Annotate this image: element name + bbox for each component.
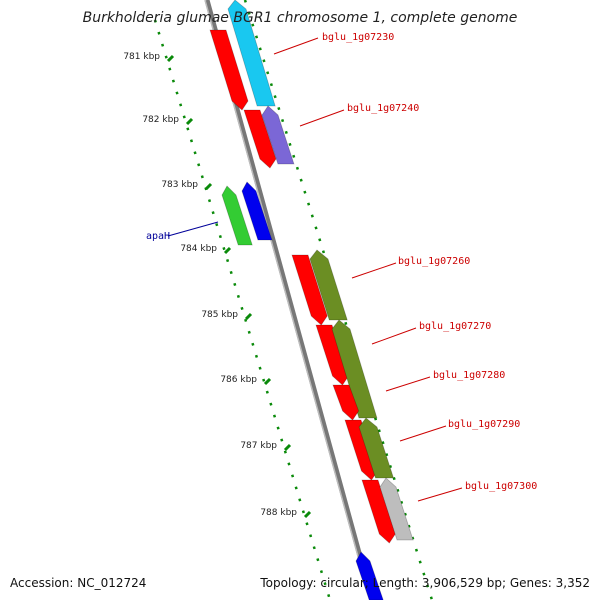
cds-arrow (315, 324, 349, 386)
ruler-tick (204, 182, 213, 191)
gene-label[interactable]: bglu_1g07260 (398, 256, 471, 267)
gene-label[interactable]: bglu_1g07290 (448, 419, 521, 430)
gene-blue-bottom (355, 551, 384, 600)
gene-bglu_1g07230 (227, 0, 276, 107)
ruler-tick (244, 312, 253, 321)
gene-apaH (241, 181, 273, 241)
gene-label[interactable]: bglu_1g07240 (347, 103, 420, 114)
cds-arrow (243, 109, 277, 169)
ruler-label: 788 kbp (260, 508, 297, 518)
gene-bglu_1g07260 (309, 249, 348, 321)
gene-label[interactable]: bglu_1g07300 (465, 481, 538, 492)
gene-label-leader (273, 37, 319, 55)
ruler-tick (283, 443, 292, 452)
cds-arrow (209, 29, 249, 111)
gene-label-leader (351, 262, 397, 279)
ruler-label: 787 kbp (240, 441, 277, 451)
gene-bglu_1g07240 (261, 105, 295, 165)
gene-label[interactable]: apaH (146, 231, 171, 242)
cds-arrow (361, 479, 396, 544)
ruler-label: 783 kbp (161, 180, 198, 190)
genome-summary-text: Topology: circular; Length: 3,906,529 bp… (260, 576, 590, 590)
gene-bglu_1g07300 (379, 477, 414, 541)
accession-text: Accession: NC_012724 (10, 576, 147, 590)
gene-bglu_1g07290 (358, 417, 395, 479)
ruler-tick (263, 377, 272, 386)
ruler-tick (223, 246, 232, 255)
gene-green (221, 185, 253, 246)
map-title: Burkholderia glumae BGR1 chromosome 1, c… (82, 10, 518, 26)
gene-label[interactable]: bglu_1g07270 (419, 321, 492, 332)
ruler-tick (185, 117, 194, 126)
gene-label-leader (417, 487, 463, 502)
ruler-label: 782 kbp (142, 115, 179, 125)
ruler-label: 785 kbp (201, 310, 238, 320)
gene-bglu_1g07270 (331, 319, 378, 419)
ruler-left-dotted (153, 19, 332, 600)
ruler-tick (303, 510, 312, 519)
gene-label-leader (371, 327, 417, 345)
gene-label-leader (399, 425, 447, 442)
ruler-tick (166, 54, 175, 63)
gene-label-leader (385, 376, 431, 392)
gene-label[interactable]: bglu_1g07280 (433, 370, 506, 381)
gene-label-leader (167, 221, 219, 237)
cds-arrow (291, 254, 328, 326)
ruler-label: 784 kbp (180, 244, 217, 254)
ruler-label: 781 kbp (123, 52, 160, 62)
cds-arrow (344, 419, 378, 481)
gene-label-leader (299, 109, 345, 127)
ruler-label: 786 kbp (220, 375, 257, 385)
gene-label[interactable]: bglu_1g07230 (322, 32, 395, 43)
cds-arrow (332, 384, 360, 421)
